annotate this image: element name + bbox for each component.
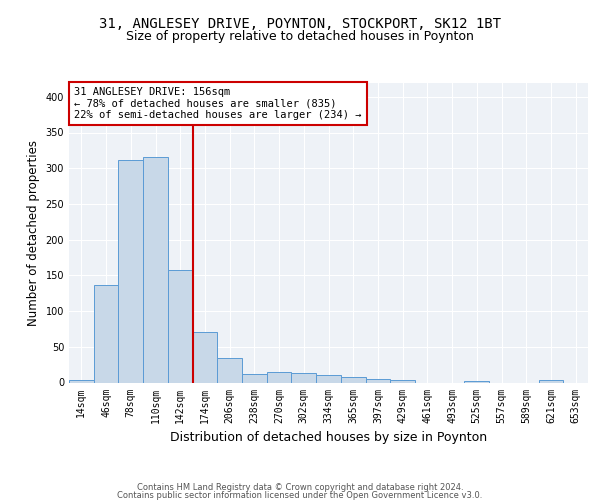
Text: Contains HM Land Registry data © Crown copyright and database right 2024.: Contains HM Land Registry data © Crown c… xyxy=(137,483,463,492)
Bar xyxy=(242,374,267,382)
Bar xyxy=(94,286,118,382)
Bar xyxy=(341,377,365,382)
X-axis label: Distribution of detached houses by size in Poynton: Distribution of detached houses by size … xyxy=(170,431,487,444)
Bar xyxy=(390,380,415,382)
Text: 31 ANGLESEY DRIVE: 156sqm
← 78% of detached houses are smaller (835)
22% of semi: 31 ANGLESEY DRIVE: 156sqm ← 78% of detac… xyxy=(74,87,362,120)
Bar xyxy=(267,372,292,382)
Bar xyxy=(464,381,489,382)
Bar xyxy=(193,332,217,382)
Bar xyxy=(292,372,316,382)
Bar xyxy=(316,374,341,382)
Bar xyxy=(143,157,168,382)
Bar xyxy=(168,270,193,382)
Y-axis label: Number of detached properties: Number of detached properties xyxy=(27,140,40,326)
Bar xyxy=(365,379,390,382)
Bar xyxy=(539,380,563,382)
Bar xyxy=(217,358,242,382)
Text: 31, ANGLESEY DRIVE, POYNTON, STOCKPORT, SK12 1BT: 31, ANGLESEY DRIVE, POYNTON, STOCKPORT, … xyxy=(99,18,501,32)
Text: Size of property relative to detached houses in Poynton: Size of property relative to detached ho… xyxy=(126,30,474,43)
Bar xyxy=(118,160,143,382)
Text: Contains public sector information licensed under the Open Government Licence v3: Contains public sector information licen… xyxy=(118,490,482,500)
Bar xyxy=(69,380,94,382)
